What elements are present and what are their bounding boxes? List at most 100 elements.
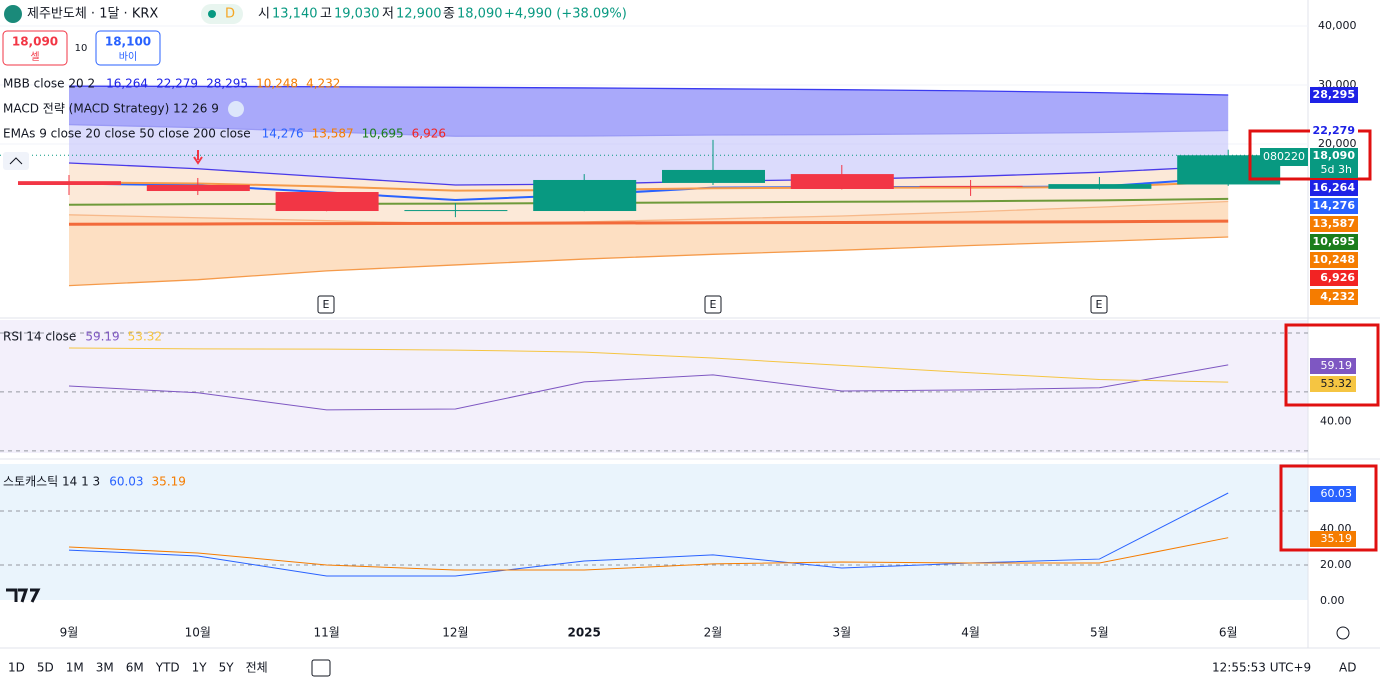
value-badge <box>1310 531 1356 547</box>
h-label: 고 <box>320 7 332 22</box>
legend-value: 6,926 <box>412 127 446 141</box>
x-tick-label: 3월 <box>832 626 851 640</box>
adjust[interactable]: AD <box>1339 661 1356 675</box>
collapse-icon <box>9 157 23 165</box>
badge-text: 16,264 <box>1313 181 1356 194</box>
x-tick-label: 5월 <box>1090 626 1109 640</box>
range-button[interactable]: 1M <box>66 661 84 675</box>
range-button[interactable]: 5Y <box>219 661 235 675</box>
sell-price: 18,090 <box>12 35 58 49</box>
candle-body <box>404 210 508 212</box>
y-tick-label: 20,000 <box>1318 137 1357 150</box>
range-button[interactable]: 6M <box>126 661 144 675</box>
sell-label: 셀 <box>30 51 39 63</box>
alert-icon[interactable] <box>228 101 244 117</box>
change: +4,990 (+38.09%) <box>504 7 627 22</box>
symbol: 제주반도체 · 1달 · KRX <box>27 7 158 22</box>
candle-body <box>146 184 250 192</box>
range-button[interactable]: YTD <box>155 661 180 675</box>
line-ema50 <box>68 197 1229 206</box>
sell-signal <box>193 150 203 165</box>
x-tick-label: 4월 <box>961 626 980 640</box>
value-badge-text: 59.19 <box>1321 359 1353 372</box>
range-button[interactable]: 3M <box>96 661 114 675</box>
ema-legend[interactable]: EMAs 9 close 20 close 50 close 200 close <box>3 127 251 141</box>
band-fill <box>69 86 1229 137</box>
legend-value: 16,264 <box>106 77 148 91</box>
value-badge <box>1310 358 1356 374</box>
earnings-label: E <box>1096 298 1103 311</box>
legend-value: 22,279 <box>156 77 198 91</box>
buy-button[interactable] <box>95 30 161 66</box>
macd-legend[interactable]: MACD 전략 (MACD Strategy) 12 26 9 <box>3 102 219 116</box>
range-button[interactable]: 1Y <box>192 661 208 675</box>
value-badge <box>1310 376 1356 392</box>
logo <box>4 5 22 23</box>
legend-value: 13,587 <box>312 127 354 141</box>
value-badge-text: 53.32 <box>1321 377 1353 390</box>
x-tick-label: 6월 <box>1219 626 1238 640</box>
badge <box>1310 180 1358 196</box>
candle-body <box>662 169 765 183</box>
settings-icon[interactable] <box>1336 626 1350 640</box>
code-badge <box>1260 148 1308 166</box>
badge <box>1310 198 1358 214</box>
badge <box>1310 252 1358 268</box>
marks <box>0 25 1308 577</box>
stoch-legend[interactable]: 스토캐스틱 14 1 3 <box>3 475 100 489</box>
candle-body <box>790 174 894 190</box>
y-tick-label: 40,000 <box>1318 19 1357 32</box>
x-tick-label: 2월 <box>704 626 723 640</box>
badge <box>1310 289 1358 305</box>
status-dot <box>208 10 216 18</box>
badge-text: 6,926 <box>1320 271 1355 284</box>
last-badge-countdown: 5d 3h <box>1321 163 1352 176</box>
last-badge <box>1310 148 1358 178</box>
legend-value: 28,295 <box>206 77 248 91</box>
qty[interactable]: 10 <box>75 43 88 54</box>
mbb-legend[interactable]: MBB close 20 2 <box>3 77 95 91</box>
line-b2l <box>68 236 1229 287</box>
rsi-bg <box>0 320 1308 453</box>
stoch-bg <box>0 464 1308 600</box>
earnings-marker <box>704 295 722 314</box>
candle-body <box>533 179 637 212</box>
badge-text: 10,695 <box>1313 235 1355 248</box>
c-label: 종 <box>443 7 455 22</box>
l-label: 저 <box>382 7 394 22</box>
badge-text: 22,279 <box>1313 124 1355 137</box>
earnings-label: E <box>710 298 717 311</box>
clock: 12:55:53 UTC+9 <box>1212 661 1311 675</box>
rsi-legend[interactable]: RSI 14 close <box>3 330 76 344</box>
collapse-button[interactable] <box>3 152 29 170</box>
value-badge <box>1310 486 1356 502</box>
line-ema20 <box>68 180 1229 192</box>
buy-label: 바이 <box>119 51 137 63</box>
badge <box>1310 234 1358 250</box>
status: D <box>225 7 235 22</box>
candle-body <box>919 185 1023 187</box>
c: 18,090 <box>457 7 503 22</box>
legend-value: 10,248 <box>256 77 298 91</box>
line-b2u <box>68 85 1229 96</box>
badge-text: 28,295 <box>1313 88 1355 101</box>
candle-body <box>275 192 379 212</box>
line-ma <box>68 347 1229 383</box>
badge <box>1310 216 1358 232</box>
code-badge-text: 080220 <box>1263 150 1305 163</box>
legend-value: 10,695 <box>362 127 404 141</box>
sell-button[interactable] <box>2 30 68 66</box>
x-tick-label: 10월 <box>185 626 211 640</box>
range-button[interactable]: 전체 <box>246 661 268 675</box>
range-button[interactable]: 5D <box>37 661 54 675</box>
o-label: 시 <box>258 7 270 22</box>
x-tick-label: 9월 <box>60 626 79 640</box>
range-button[interactable]: 1D <box>8 661 25 675</box>
l: 12,900 <box>396 7 442 22</box>
date-range-icon[interactable] <box>311 659 331 677</box>
badge-text: 13,587 <box>1313 217 1355 230</box>
highlight-box <box>1279 464 1378 552</box>
line-b1l <box>68 200 1229 225</box>
earnings-marker <box>1090 295 1108 314</box>
